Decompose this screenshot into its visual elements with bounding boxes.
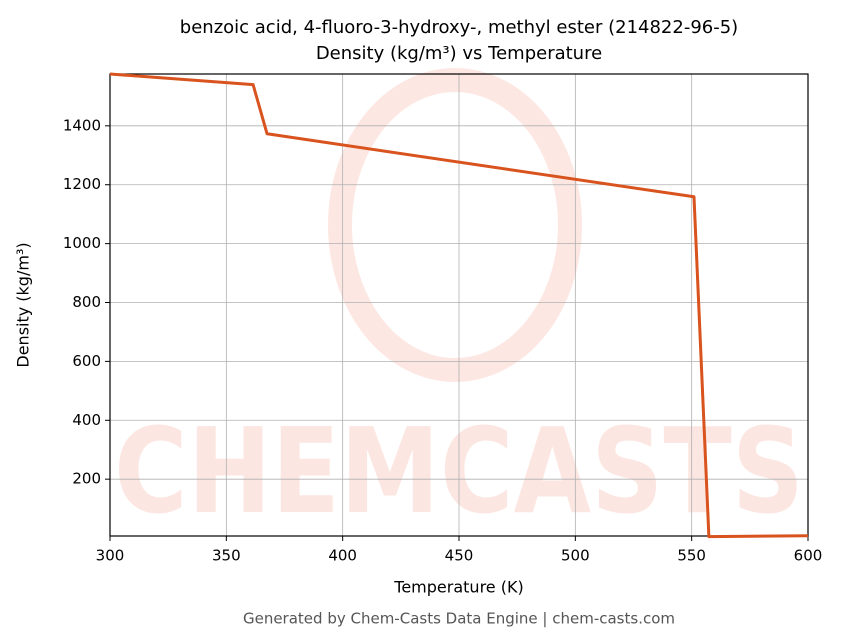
y-tick-label: 200	[72, 470, 101, 488]
x-tick-label: 500	[561, 547, 590, 565]
chart-title: benzoic acid, 4-fluoro-3-hydroxy-, methy…	[180, 17, 738, 38]
watermark-swirl	[328, 68, 582, 382]
data-line	[109, 72, 809, 539]
x-tick-label: 300	[96, 547, 125, 565]
y-tick-label: 1000	[63, 234, 101, 252]
x-tick-label: 550	[677, 547, 706, 565]
x-tick-label: 400	[328, 547, 357, 565]
y-tick-label: 1200	[63, 175, 101, 193]
y-tick-label: 800	[72, 293, 101, 311]
x-axis-label: Temperature (K)	[393, 578, 523, 597]
x-tick-label: 450	[445, 547, 474, 565]
y-tick-label: 600	[72, 352, 101, 370]
chart-subtitle: Density (kg/m³) vs Temperature	[316, 43, 602, 64]
x-tick-label: 600	[794, 547, 823, 565]
y-tick-label: 1400	[63, 116, 101, 134]
y-axis-label: Density (kg/m³)	[14, 242, 33, 367]
footer: Generated by Chem-Casts Data Engine | ch…	[243, 610, 675, 628]
x-tick-label: 350	[212, 547, 241, 565]
y-tick-label: 400	[72, 411, 101, 429]
plot-frame	[109, 73, 809, 537]
